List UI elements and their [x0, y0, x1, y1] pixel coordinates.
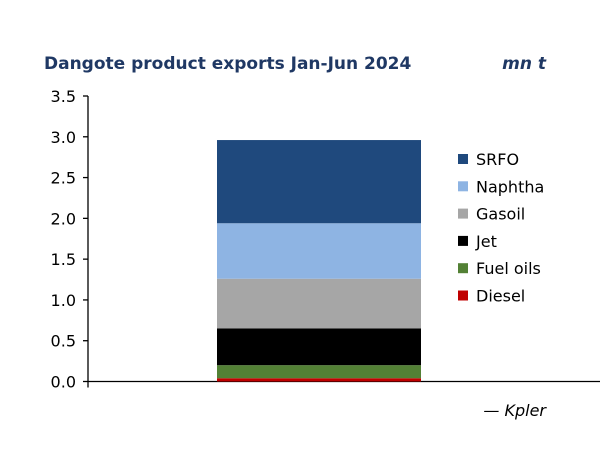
legend-swatch	[458, 235, 468, 246]
source-label: — Kpler	[483, 401, 547, 420]
y-tick-label: 3.0	[51, 128, 76, 147]
legend-label: Naphtha	[476, 177, 544, 196]
bar-segment-srfo	[217, 140, 421, 224]
bar-segment-naphtha	[217, 223, 421, 279]
legend-swatch	[458, 290, 468, 301]
unit-label: mn t	[502, 54, 547, 74]
legend-swatch	[458, 208, 468, 219]
bar-segment-gasoil	[217, 278, 421, 329]
legend-swatch	[458, 154, 468, 164]
legend-label: Jet	[475, 232, 497, 251]
y-tick-label: 2.5	[51, 169, 76, 188]
legend-swatch	[458, 181, 468, 192]
chart-title: Dangote product exports Jan-Jun 2024	[44, 54, 412, 74]
y-tick-label: 3.5	[51, 87, 76, 106]
legend-label: Fuel oils	[476, 259, 541, 278]
legend-label: Gasoil	[476, 205, 525, 224]
bar-segment-diesel	[217, 378, 421, 382]
legend-label: Diesel	[476, 287, 525, 306]
bar-segment-fuel-oils	[217, 365, 421, 379]
y-tick-label: 0.0	[51, 373, 76, 392]
y-tick-label: 2.0	[51, 209, 76, 228]
legend-label: SRFO	[476, 150, 519, 169]
y-tick-label: 1.0	[51, 291, 76, 310]
legend-swatch	[458, 263, 468, 274]
bar-segment-jet	[217, 328, 421, 366]
y-tick-label: 0.5	[51, 332, 76, 351]
y-tick-label: 1.5	[51, 250, 76, 269]
